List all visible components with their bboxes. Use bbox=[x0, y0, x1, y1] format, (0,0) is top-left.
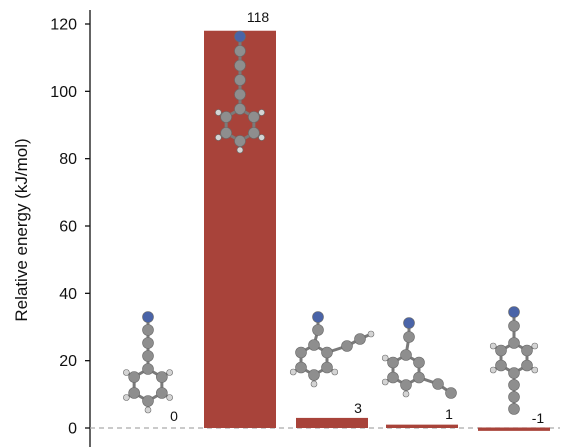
hydrogen-atom bbox=[381, 378, 389, 386]
carbon-atom bbox=[354, 333, 366, 345]
carbon-atom bbox=[220, 111, 232, 123]
carbon-atom bbox=[234, 74, 246, 86]
carbon-atom bbox=[248, 127, 260, 139]
y-tick-label: 0 bbox=[68, 421, 77, 438]
carbon-atom bbox=[156, 387, 168, 399]
carbon-atom bbox=[495, 359, 507, 372]
carbon-atom bbox=[128, 387, 140, 399]
carbon-atom bbox=[142, 395, 154, 407]
molecule-icon bbox=[289, 311, 375, 388]
hydrogen-atom bbox=[531, 342, 539, 350]
carbon-atom bbox=[387, 371, 399, 384]
bar bbox=[296, 417, 368, 428]
carbon-atom bbox=[495, 344, 507, 357]
hydrogen-atom bbox=[531, 366, 539, 374]
data-label: 1 bbox=[445, 406, 453, 422]
nitrogen-atom bbox=[234, 30, 246, 43]
molecule-icon bbox=[381, 317, 457, 399]
data-label: 0 bbox=[170, 408, 178, 424]
carbon-atom bbox=[400, 379, 412, 391]
hydrogen-atom bbox=[289, 368, 297, 376]
y-tick-label: 100 bbox=[50, 84, 77, 101]
carbon-atom bbox=[508, 403, 520, 415]
carbon-atom bbox=[234, 88, 246, 101]
hydrogen-atom bbox=[489, 366, 497, 374]
hydrogen-atom bbox=[215, 109, 222, 116]
molecule-structures bbox=[123, 30, 539, 415]
carbon-atom bbox=[295, 361, 307, 374]
bar bbox=[478, 427, 550, 431]
carbon-atom bbox=[403, 331, 415, 343]
carbon-atom bbox=[128, 371, 140, 383]
hydrogen-atom bbox=[166, 369, 173, 376]
nitrogen-atom bbox=[142, 311, 154, 323]
y-tick-label: 60 bbox=[59, 219, 77, 236]
data-labels: 0 118 3 1 -1 bbox=[170, 9, 544, 426]
carbon-atom bbox=[234, 135, 246, 147]
carbon-atom bbox=[387, 356, 399, 369]
hydrogen-atom bbox=[123, 394, 130, 401]
carbon-atom bbox=[413, 371, 425, 384]
nitrogen-atom bbox=[403, 317, 415, 329]
hydrogen-atom bbox=[166, 394, 173, 401]
bars bbox=[204, 30, 550, 431]
y-tick-label: 20 bbox=[59, 353, 77, 370]
carbon-atom bbox=[321, 361, 333, 374]
hydrogen-atom bbox=[381, 354, 389, 362]
carbon-atom bbox=[341, 340, 353, 352]
carbon-atom bbox=[312, 324, 324, 336]
data-label: -1 bbox=[532, 410, 545, 426]
carbon-atom bbox=[445, 387, 457, 399]
molecule-icon bbox=[489, 306, 539, 415]
hydrogen-atom bbox=[489, 342, 497, 350]
carbon-atom bbox=[432, 378, 444, 390]
y-axis: 0 20 40 60 80 100 120 bbox=[50, 10, 91, 447]
hydrogen-atom bbox=[310, 380, 318, 388]
y-tick-label: 120 bbox=[50, 17, 77, 34]
carbon-atom bbox=[413, 356, 425, 369]
carbon-atom bbox=[308, 339, 320, 351]
nitrogen-atom bbox=[508, 306, 520, 318]
carbon-atom bbox=[508, 320, 520, 332]
carbon-atom bbox=[234, 103, 246, 115]
hydrogen-atom bbox=[215, 134, 222, 141]
carbon-atom bbox=[220, 127, 232, 139]
carbon-atom bbox=[234, 45, 246, 57]
molecule-icon bbox=[123, 311, 173, 414]
bar bbox=[386, 424, 458, 428]
y-tick-label: 40 bbox=[59, 286, 77, 303]
carbon-atom bbox=[508, 391, 520, 403]
data-label: 3 bbox=[354, 400, 362, 416]
carbon-atom bbox=[521, 359, 533, 372]
hydrogen-atom bbox=[144, 406, 152, 414]
carbon-atom bbox=[142, 337, 154, 349]
hydrogen-atom bbox=[258, 134, 265, 141]
carbon-atom bbox=[142, 350, 154, 362]
carbon-atom bbox=[508, 367, 520, 379]
carbon-atom bbox=[508, 337, 520, 349]
molecule-icon bbox=[215, 30, 265, 154]
carbon-atom bbox=[295, 346, 307, 359]
hydrogen-atom bbox=[367, 330, 375, 338]
carbon-atom bbox=[400, 349, 412, 361]
hydrogen-atom bbox=[258, 109, 265, 116]
carbon-atom bbox=[521, 344, 533, 357]
y-axis-label: Relative energy (kJ/mol) bbox=[12, 138, 31, 321]
data-label: 118 bbox=[247, 9, 270, 25]
carbon-atom bbox=[156, 371, 168, 383]
hydrogen-atom bbox=[123, 369, 130, 376]
nitrogen-atom bbox=[312, 311, 324, 323]
carbon-atom bbox=[508, 379, 520, 391]
carbon-atom bbox=[142, 324, 154, 336]
hydrogen-atom bbox=[402, 390, 410, 398]
carbon-atom bbox=[308, 369, 320, 381]
carbon-atom bbox=[234, 59, 246, 72]
carbon-atom bbox=[321, 346, 333, 359]
y-tick-label: 80 bbox=[59, 151, 77, 168]
hydrogen-atom bbox=[331, 368, 339, 376]
carbon-atom bbox=[248, 111, 260, 123]
carbon-atom bbox=[142, 363, 154, 375]
hydrogen-atom bbox=[236, 146, 244, 154]
